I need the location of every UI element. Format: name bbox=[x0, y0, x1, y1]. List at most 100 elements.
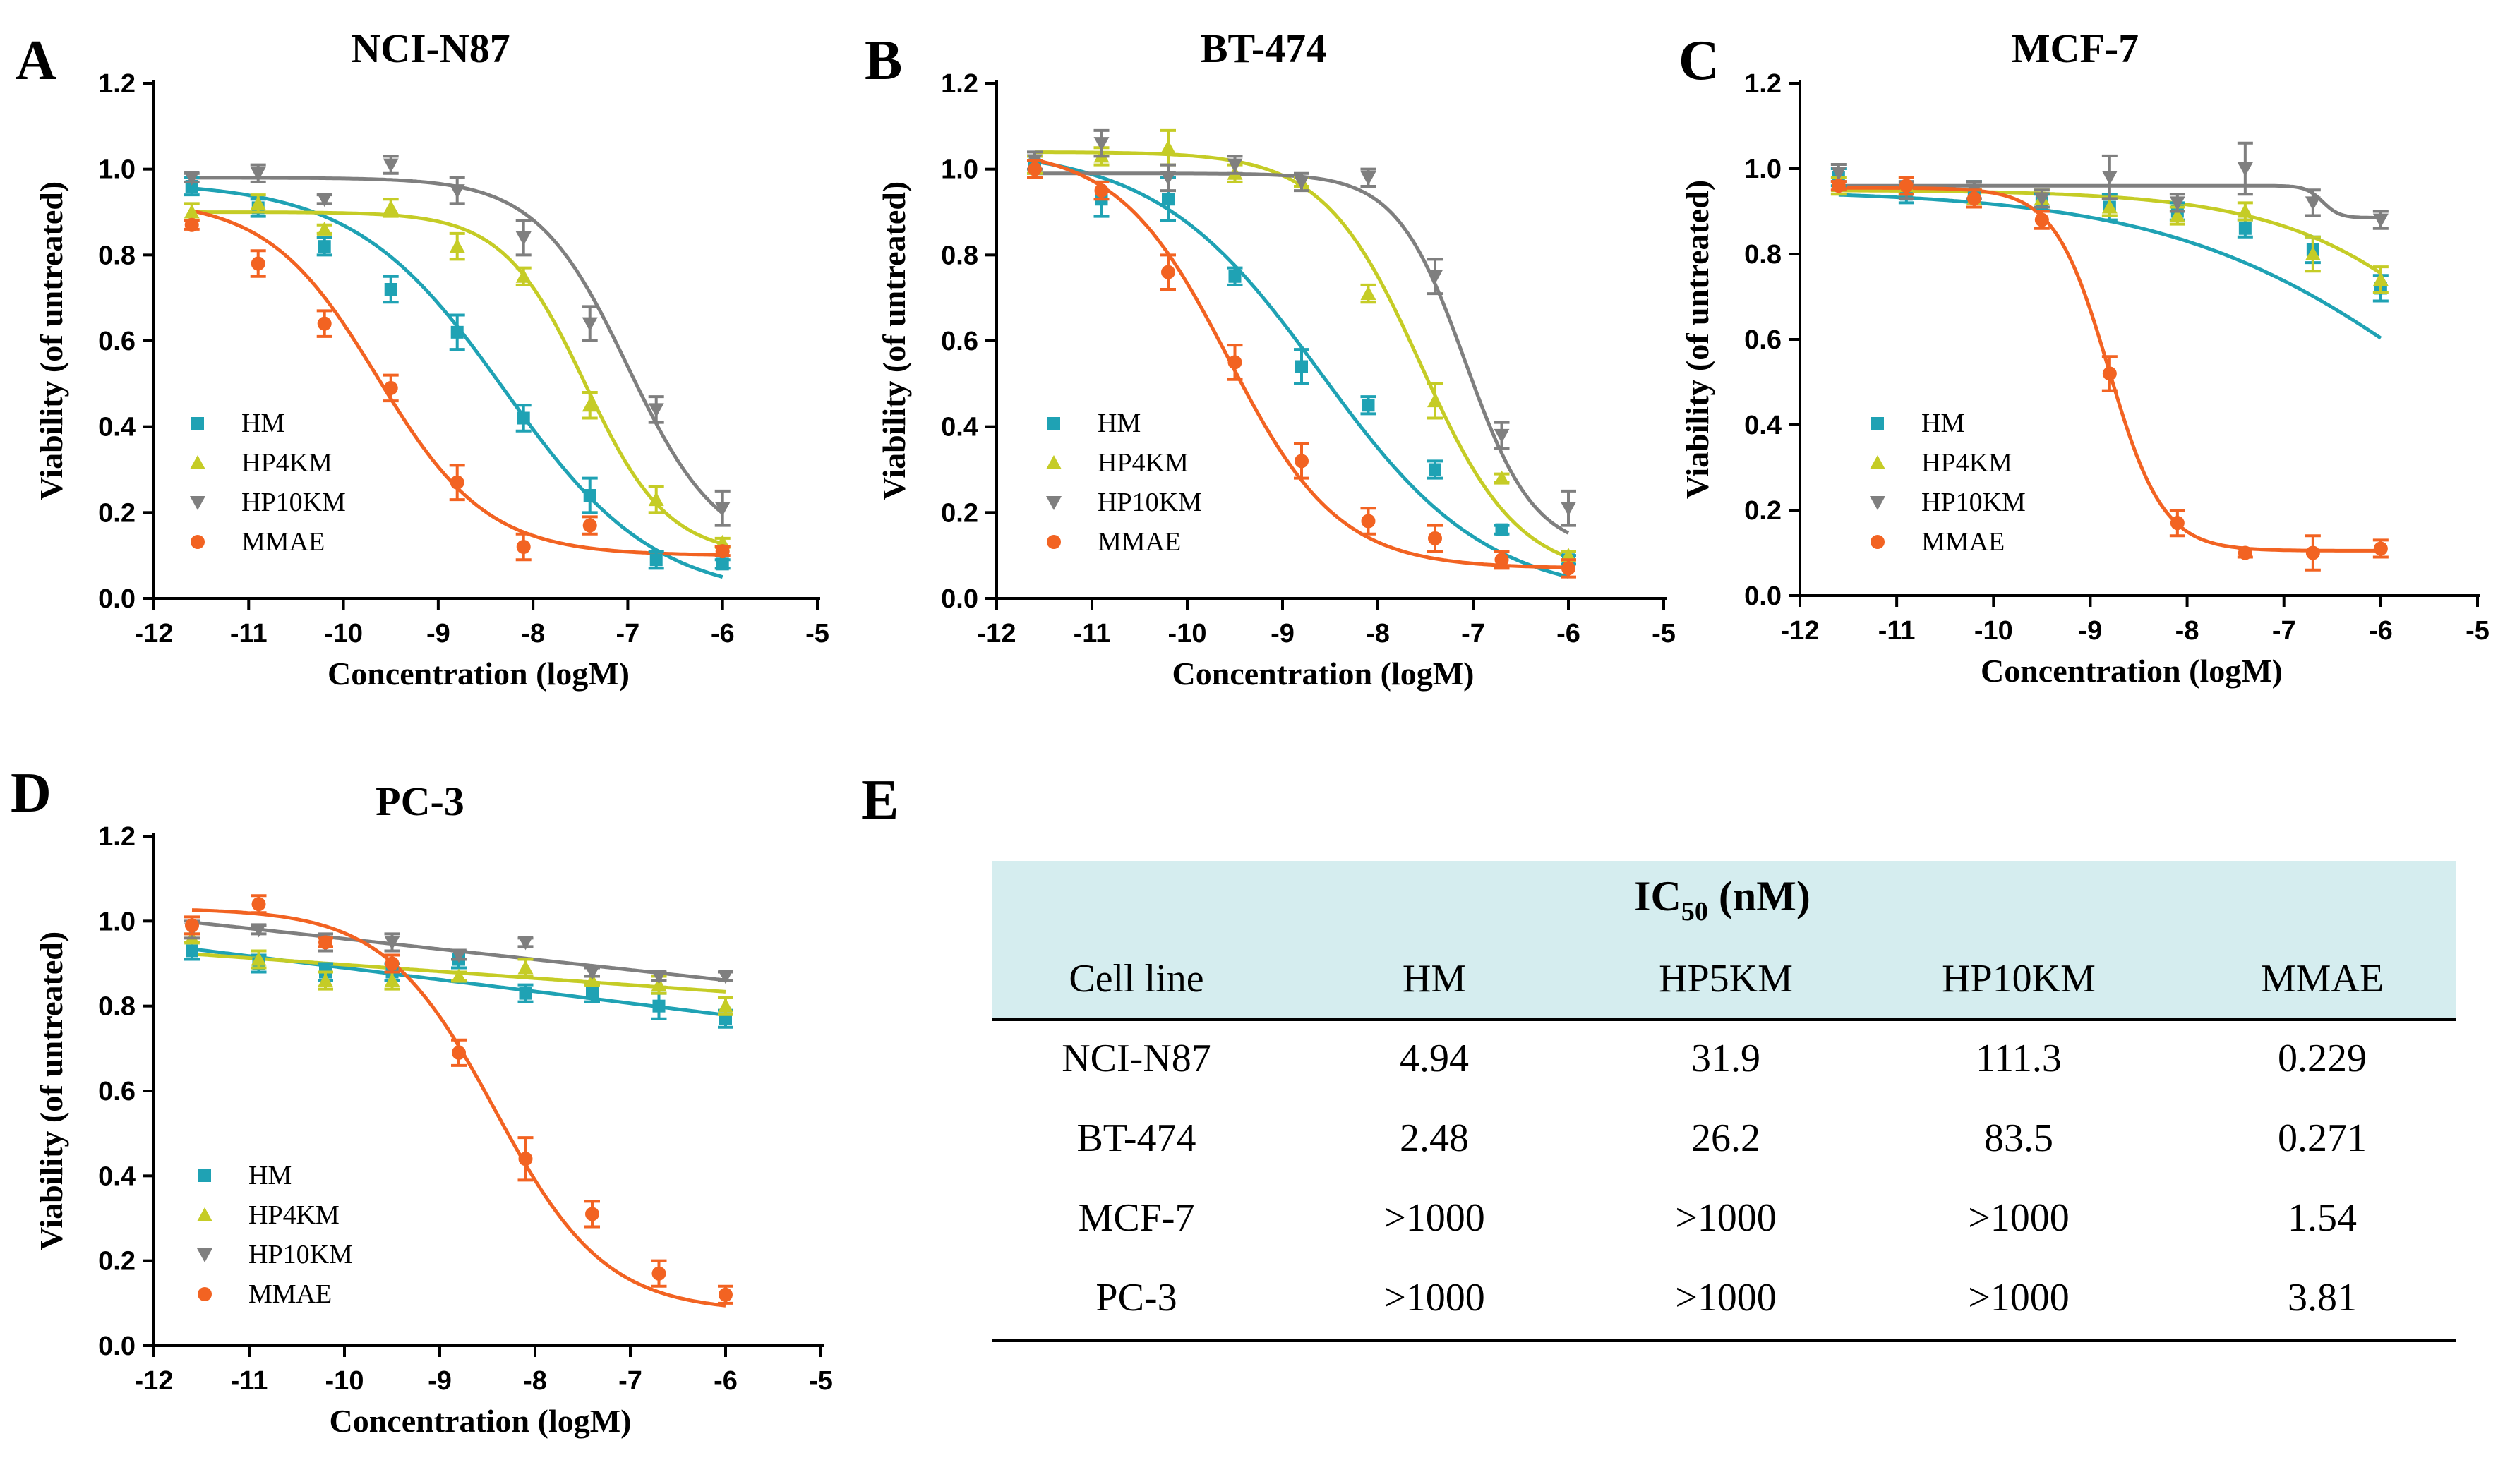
data-point-hp10km bbox=[384, 936, 400, 951]
data-point-hp4km bbox=[449, 239, 465, 253]
x-tick-label: -11 bbox=[1074, 619, 1111, 649]
x-tick-label: -6 bbox=[714, 1366, 738, 1396]
y-axis-label: Viability (of untreated) bbox=[33, 931, 69, 1250]
x-tick-label: -5 bbox=[805, 619, 829, 649]
data-point-hp10km bbox=[1227, 158, 1243, 173]
data-point-hp10km bbox=[251, 923, 267, 938]
x-tick-label: -9 bbox=[426, 619, 450, 649]
data-point-hp10km bbox=[2101, 171, 2118, 186]
legend-marker-hp10km bbox=[1046, 496, 1062, 510]
data-point-hp4km bbox=[2169, 207, 2185, 222]
x-axis-label: Concentration (logM) bbox=[1981, 653, 2283, 689]
y-tick-label: 1.0 bbox=[98, 907, 136, 936]
data-point-hp4km bbox=[1360, 286, 1376, 301]
x-tick-label: -6 bbox=[1556, 619, 1580, 649]
table-row: PC-3 >1000 >1000 >1000 3.81 bbox=[1095, 1276, 2357, 1320]
data-point-hp10km bbox=[2034, 192, 2050, 207]
x-tick-label: -5 bbox=[1652, 619, 1676, 649]
table-cell: MCF-7 bbox=[1079, 1196, 1195, 1240]
y-tick-label: 0.0 bbox=[98, 584, 136, 614]
data-point-hp10km bbox=[383, 158, 399, 173]
legend-entry-hp10km: HP10KM bbox=[190, 488, 346, 517]
table-cell: >1000 bbox=[1968, 1196, 2070, 1240]
data-point-hp10km bbox=[515, 231, 532, 246]
legend-entry-hp10km: HP10KM bbox=[197, 1240, 353, 1269]
legend-entry-hm: HM bbox=[191, 409, 284, 438]
panel-letter-b: B bbox=[865, 30, 902, 92]
x-tick-label: -7 bbox=[2272, 616, 2296, 646]
data-point-mmae bbox=[185, 918, 199, 933]
table-cell: >1000 bbox=[1675, 1276, 1777, 1320]
y-tick-label: 0.6 bbox=[98, 327, 136, 356]
legend-marker-hp10km bbox=[190, 496, 205, 510]
legend-entry-hp4km: HP4KM bbox=[197, 1200, 340, 1230]
table-column-header: MMAE bbox=[2261, 957, 2384, 1001]
table-column-header: HM bbox=[1403, 957, 1466, 1001]
data-point-hp4km bbox=[2372, 272, 2389, 286]
data-point-mmae bbox=[383, 380, 398, 395]
fit-curve-hm bbox=[1034, 159, 1569, 579]
data-point-mmae bbox=[2170, 516, 2185, 531]
x-tick-label: -8 bbox=[1366, 619, 1390, 649]
y-tick-label: 0.8 bbox=[98, 241, 136, 270]
data-point-hp10km bbox=[1360, 171, 1376, 186]
legend-marker-hm bbox=[198, 1169, 211, 1182]
legend-marker-hp4km bbox=[1046, 455, 1062, 469]
legend-entry-mmae: MMAE bbox=[1871, 527, 2005, 557]
panel-letter-d: D bbox=[11, 762, 52, 824]
data-point-hm bbox=[384, 283, 397, 296]
legend-entry-hm: HM bbox=[1047, 409, 1141, 438]
y-tick-label: 0.6 bbox=[98, 1077, 136, 1106]
x-tick-label: -12 bbox=[135, 1366, 174, 1396]
legend-marker-mmae bbox=[191, 535, 205, 549]
data-point-mmae bbox=[518, 1152, 533, 1166]
y-tick-label: 0.2 bbox=[98, 1247, 136, 1277]
table-row: NCI-N87 4.94 31.9 111.3 0.229 bbox=[1062, 1037, 2367, 1080]
data-point-hp10km bbox=[1561, 502, 1576, 517]
x-tick-label: -10 bbox=[324, 619, 363, 649]
y-tick-label: 1.2 bbox=[941, 69, 978, 99]
data-point-mmae bbox=[251, 256, 265, 271]
data-point-hp10km bbox=[1160, 171, 1176, 186]
data-point-mmae bbox=[1227, 355, 1242, 370]
x-tick-label: -12 bbox=[978, 619, 1016, 649]
x-tick-label: -10 bbox=[1168, 619, 1207, 649]
table-cell: NCI-N87 bbox=[1062, 1037, 1211, 1080]
x-tick-label: -12 bbox=[1781, 616, 1820, 646]
legend-entry-hp4km: HP4KM bbox=[190, 448, 332, 478]
y-tick-label: 0.2 bbox=[1744, 496, 1782, 526]
data-point-hp10km bbox=[2372, 213, 2389, 228]
data-point-hp4km bbox=[251, 951, 267, 966]
y-tick-label: 0.4 bbox=[98, 1162, 136, 1191]
data-point-mmae bbox=[516, 540, 531, 554]
legend-label: HM bbox=[1098, 409, 1141, 438]
data-point-hp4km bbox=[383, 200, 399, 215]
legend-marker-hm bbox=[191, 417, 204, 430]
data-point-hm bbox=[652, 999, 666, 1013]
legend-entry-hm: HM bbox=[1871, 409, 1964, 438]
data-point-mmae bbox=[585, 1207, 599, 1221]
x-tick-label: -8 bbox=[523, 1366, 547, 1396]
table-cell: >1000 bbox=[1675, 1196, 1777, 1240]
legend-label: MMAE bbox=[241, 527, 325, 557]
x-tick-label: -8 bbox=[521, 619, 545, 649]
data-point-hp4km bbox=[184, 204, 200, 219]
data-point-hp4km bbox=[718, 998, 733, 1013]
legend-label: HP4KM bbox=[241, 448, 332, 478]
data-point-hp10km bbox=[1294, 175, 1309, 190]
legend-marker-hp4km bbox=[197, 1207, 212, 1221]
legend-label: HM bbox=[241, 409, 284, 438]
data-point-hp10km bbox=[582, 317, 598, 332]
data-point-hm bbox=[450, 325, 464, 339]
legend-marker-hm bbox=[1871, 417, 1884, 430]
x-axis-label: Concentration (logM) bbox=[330, 1403, 632, 1439]
legend-marker-hp10km bbox=[1870, 496, 1885, 510]
legend-entry-hp4km: HP4KM bbox=[1046, 448, 1189, 478]
table-column-header: Cell line bbox=[1069, 957, 1203, 1001]
data-point-hp4km bbox=[316, 221, 332, 236]
data-point-hm bbox=[1495, 523, 1508, 536]
legend-label: HM bbox=[1921, 409, 1964, 438]
table-cell: 1.54 bbox=[2288, 1196, 2357, 1240]
legend-entry-mmae: MMAE bbox=[1047, 527, 1181, 557]
chart-bt-474: 0.0 0.2 0.4 0.6 0.8 1.0 1.2 -12 -11 -10 -9 -8 -7 -6 -5… bbox=[876, 25, 1676, 692]
